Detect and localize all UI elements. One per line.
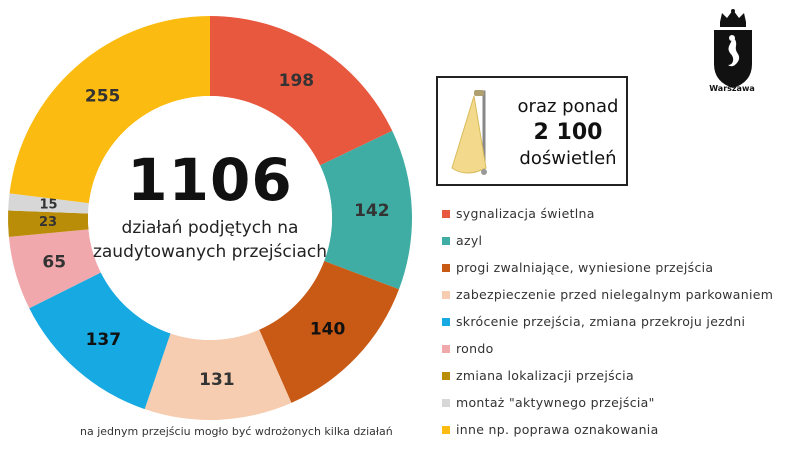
- slice-value-label: 140: [310, 319, 346, 339]
- donut-slice-8: [9, 16, 211, 204]
- slice-value-label: 65: [42, 253, 66, 273]
- donut-slice-0: [210, 16, 393, 166]
- warszawa-coat-of-arms-logo: [714, 9, 752, 88]
- donut-slice-2: [259, 261, 399, 403]
- slice-value-label: 23: [39, 215, 57, 230]
- donut-hole: [88, 96, 332, 340]
- legend-swatch: [442, 210, 450, 218]
- logo-text: Warszawa: [709, 84, 755, 93]
- donut-slice-1: [320, 130, 412, 290]
- legend-swatch: [442, 399, 450, 407]
- footnote: na jednym przejściu mogło być wdrożonych…: [80, 425, 393, 438]
- donut-slice-4: [29, 272, 171, 410]
- slice-value-label: 131: [199, 370, 235, 390]
- shield-icon: [714, 30, 752, 88]
- mermaid-icon: [728, 38, 740, 67]
- chart-center-text: 1106 działań podjętych na zaudytowanych …: [80, 150, 340, 264]
- slice-value-label: 142: [354, 201, 390, 221]
- legend-swatch: [442, 237, 450, 245]
- slice-value-label: 137: [86, 330, 122, 350]
- legend-swatch: [442, 264, 450, 272]
- slice-value-label: 255: [85, 87, 121, 107]
- donut-slice-5: [8, 229, 101, 309]
- legend-swatch: [442, 318, 450, 326]
- legend-label: azyl: [456, 233, 483, 248]
- info-box: oraz ponad 2 100 doświetleń: [436, 76, 628, 186]
- legend-swatch: [442, 291, 450, 299]
- legend-label: zmiana lokalizacji przejścia: [456, 368, 634, 383]
- donut-slice-7: [8, 193, 89, 214]
- info-line-1: oraz ponad: [517, 96, 619, 117]
- legend-label: sygnalizacja świetlna: [456, 206, 595, 221]
- chart-caption: działań podjętych na zaudytowanych przej…: [92, 218, 328, 262]
- slice-value-label: 15: [39, 198, 57, 213]
- street-lamp-icon: [451, 90, 487, 175]
- crown-icon: [720, 9, 746, 27]
- donut-slice-6: [7, 210, 89, 237]
- legend-swatch: [442, 345, 450, 353]
- legend-label: rondo: [456, 341, 494, 356]
- info-line-3: doświetleń: [519, 148, 617, 169]
- legend-label: zabezpieczenie przed nielegalnym parkowa…: [456, 287, 774, 302]
- legend-label: progi zwalniające, wyniesione przejścia: [456, 260, 714, 275]
- legend-label: inne np. poprawa oznakowania: [456, 422, 659, 437]
- slice-value-label: 198: [279, 71, 315, 91]
- legend-label: skrócenie przejścia, zmiana przekroju je…: [456, 314, 746, 329]
- legend-swatch: [442, 372, 450, 380]
- donut-chart: 198 142 140 131 137 65 23 15 255: [7, 16, 412, 420]
- legend-label: montaż "aktywnego przejścia": [456, 395, 655, 410]
- legend-swatch: [442, 426, 450, 434]
- chart-total: 1106: [127, 146, 293, 214]
- info-line-2: 2 100: [533, 120, 603, 145]
- donut-slice-3: [144, 329, 292, 420]
